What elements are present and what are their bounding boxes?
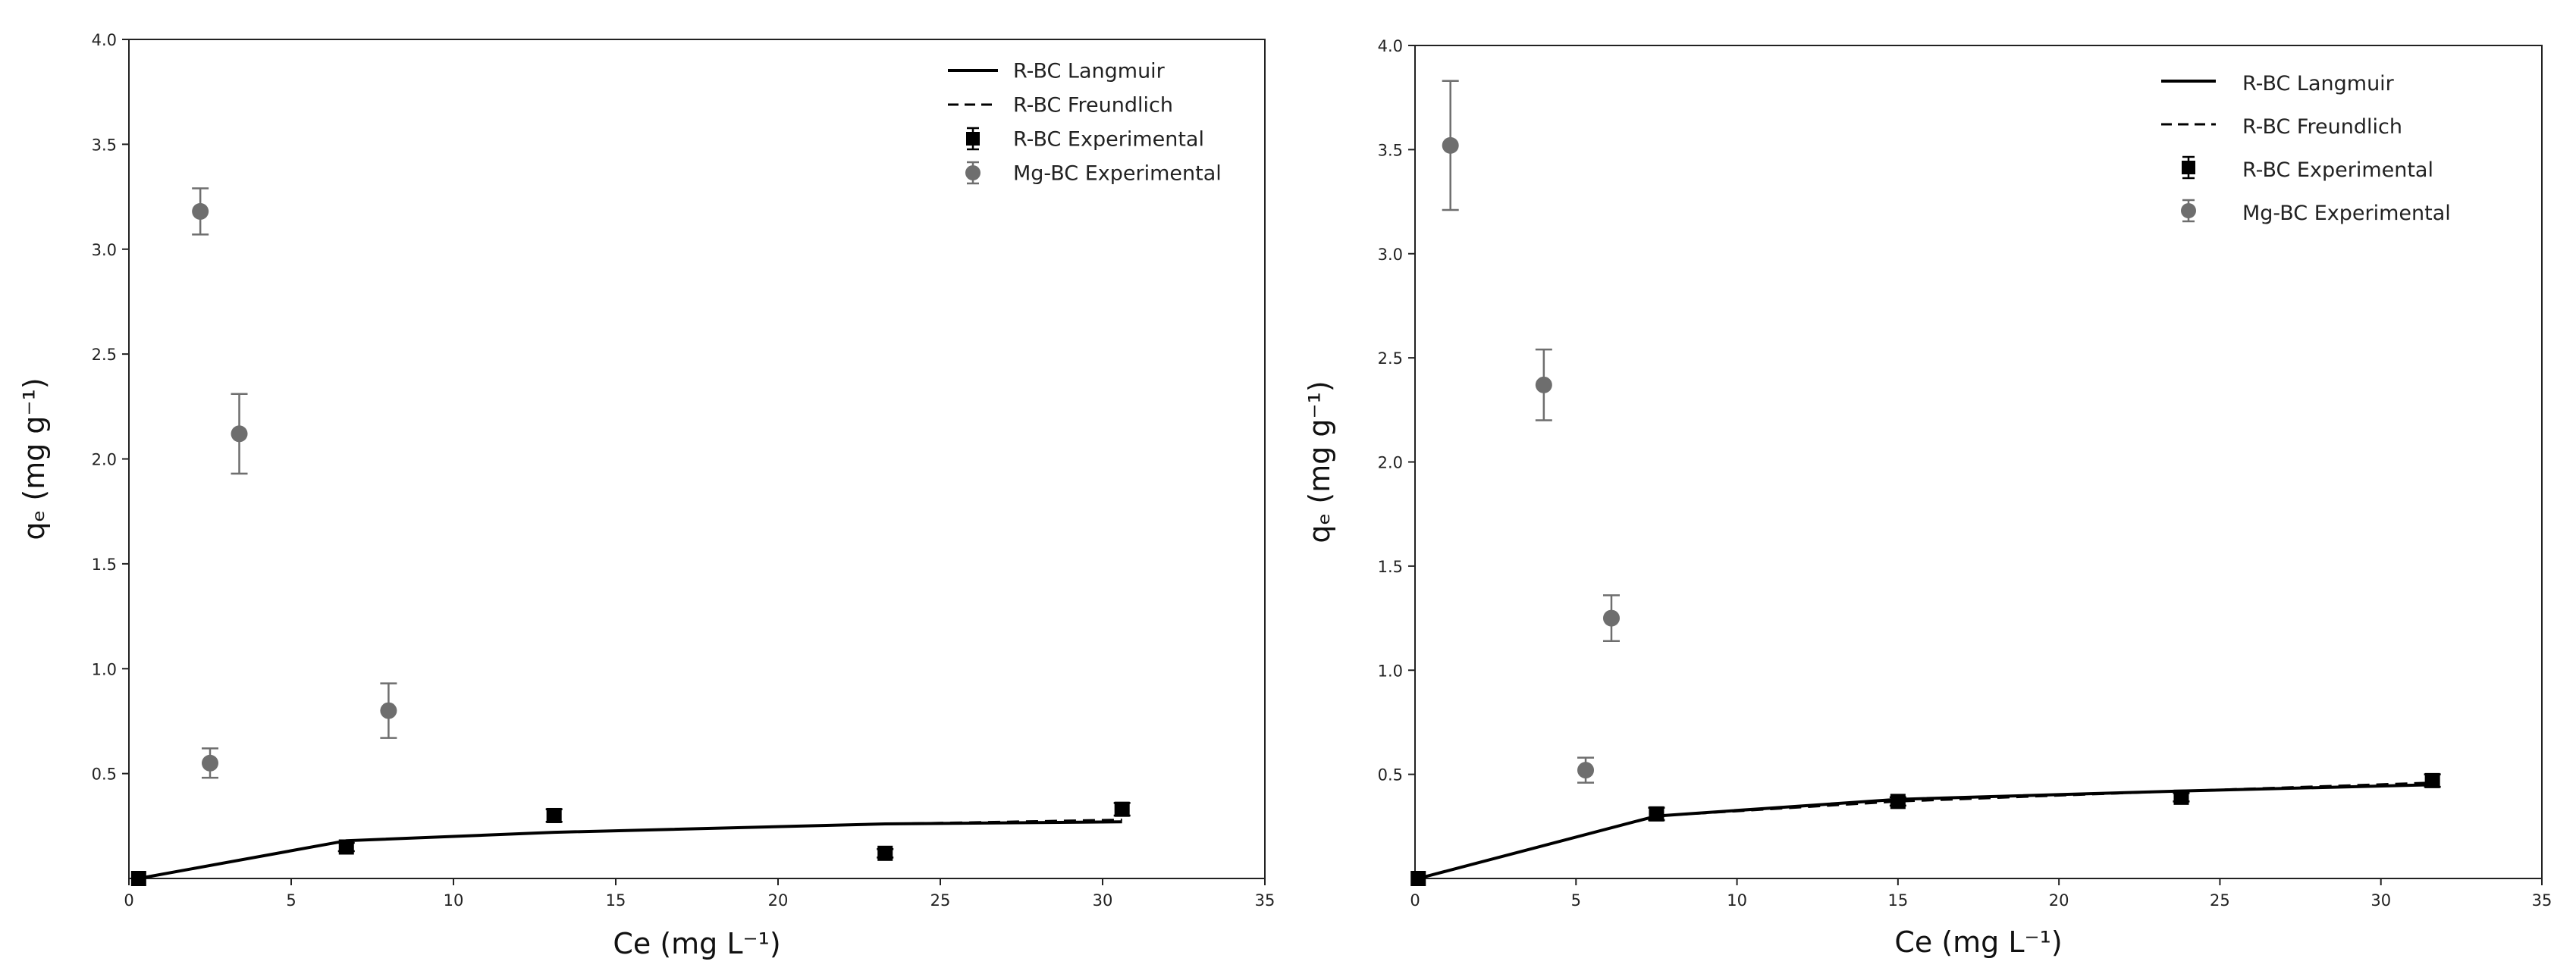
y-tick-label: 4.0 [92,31,117,49]
x-tick-label: 5 [1571,891,1581,910]
langmuir-line [1417,783,2433,880]
y-tick-label: 1.5 [1378,558,1403,576]
rbc-experimental-point [2424,772,2440,788]
chart-panel-1: 0 5 10 15 20 25 30 35 0.5 1.0 1.5 2.0 2.5 3.0 3.5 4.0 Ce… [17,31,1275,960]
rbc-experimental-point [546,807,562,823]
mgbc-experimental-point [202,754,218,772]
x-tick-label: 20 [768,891,789,910]
y-tick-label: 2.5 [92,346,117,364]
y-axis-label: qₑ (mg g⁻¹) [1303,380,1336,543]
legend-label: R-BC Freundlich [2242,115,2402,139]
legend-label: Mg-BC Experimental [1013,162,1222,186]
rbc-experimental-point [1114,801,1130,817]
legend-label: R-BC Experimental [2242,158,2433,182]
legend-label: Mg-BC Experimental [2242,202,2451,225]
x-axis-label: Ce (mg L⁻¹) [613,927,780,960]
x-tick-label: 10 [444,891,464,910]
mgbc-experimental-point [231,425,248,443]
mgbc-experimental-point [380,702,397,719]
mgbc-experimental-point [1535,376,1552,393]
y-tick-label: 3.5 [1378,141,1403,159]
rbc-experimental-point [2173,789,2189,805]
x-tick-label: 15 [1887,891,1908,910]
x-tick-label: 5 [286,891,296,910]
y-tick-label: 3.5 [92,136,117,154]
x-tick-label: 20 [2049,891,2069,910]
legend-square-swatch [2182,161,2195,174]
x-axis-label: Ce (mg L⁻¹) [1894,925,2062,959]
mgbc-experimental-point [192,202,209,220]
legend-label: R-BC Langmuir [2242,72,2395,96]
rbc-experimental-point [338,839,354,855]
rbc-experimental-point [877,845,893,861]
y-tick-label: 0.5 [92,766,117,784]
freundlich-line [1417,781,2433,880]
y-tick-label: 3.0 [1378,246,1403,264]
y-tick-label: 2.0 [92,451,117,469]
mgbc-experimental-point [1577,762,1595,779]
x-tick-label: 30 [2370,891,2391,910]
legend-circle-swatch [2181,203,2196,218]
legend-label: R-BC Freundlich [1013,94,1173,117]
x-tick-label: 25 [930,891,951,910]
y-tick-label: 3.0 [92,241,117,259]
x-tick-label: 10 [1727,891,1747,910]
x-tick-label: 0 [1410,891,1420,910]
x-tick-label: 30 [1093,891,1113,910]
legend-label: R-BC Langmuir [1013,60,1166,83]
x-tick-label: 25 [2210,891,2230,910]
rbc-experimental-point [130,871,146,886]
y-tick-label: 1.0 [1378,662,1403,680]
legend: R-BC Langmuir R-BC Freundlich R-BC Experim… [2161,72,2451,225]
x-tick-label: 35 [2532,891,2552,910]
y-tick-label: 0.5 [1378,766,1403,784]
y-tick-label: 2.0 [1378,454,1403,472]
rbc-experimental-point [1649,806,1665,822]
legend-square-swatch [966,132,980,146]
y-tick-label: 1.0 [92,660,117,678]
y-tick-label: 1.5 [92,556,117,574]
rbc-experimental-point [1410,871,1426,886]
y-axis-label: qₑ (mg g⁻¹) [17,377,51,540]
legend-label: R-BC Experimental [1013,128,1204,152]
y-tick-label: 4.0 [1378,37,1403,55]
mgbc-experimental-point [1602,609,1620,627]
x-tick-label: 15 [606,891,626,910]
chart-panel-2: 0 5 10 15 20 25 30 35 0.5 1.0 1.5 2.0 2.5 3.0 3.5 4.0 Ce… [1303,37,2552,959]
legend-circle-swatch [965,165,981,180]
mgbc-experimental-point [1442,136,1459,154]
x-tick-label: 0 [124,891,133,910]
freundlich-line [138,819,1122,880]
y-tick-label: 2.5 [1378,349,1403,368]
rbc-experimental-point [1890,794,1906,809]
x-tick-label: 35 [1255,891,1275,910]
legend: R-BC Langmuir R-BC Freundlich R-BC Experim… [948,60,1222,186]
